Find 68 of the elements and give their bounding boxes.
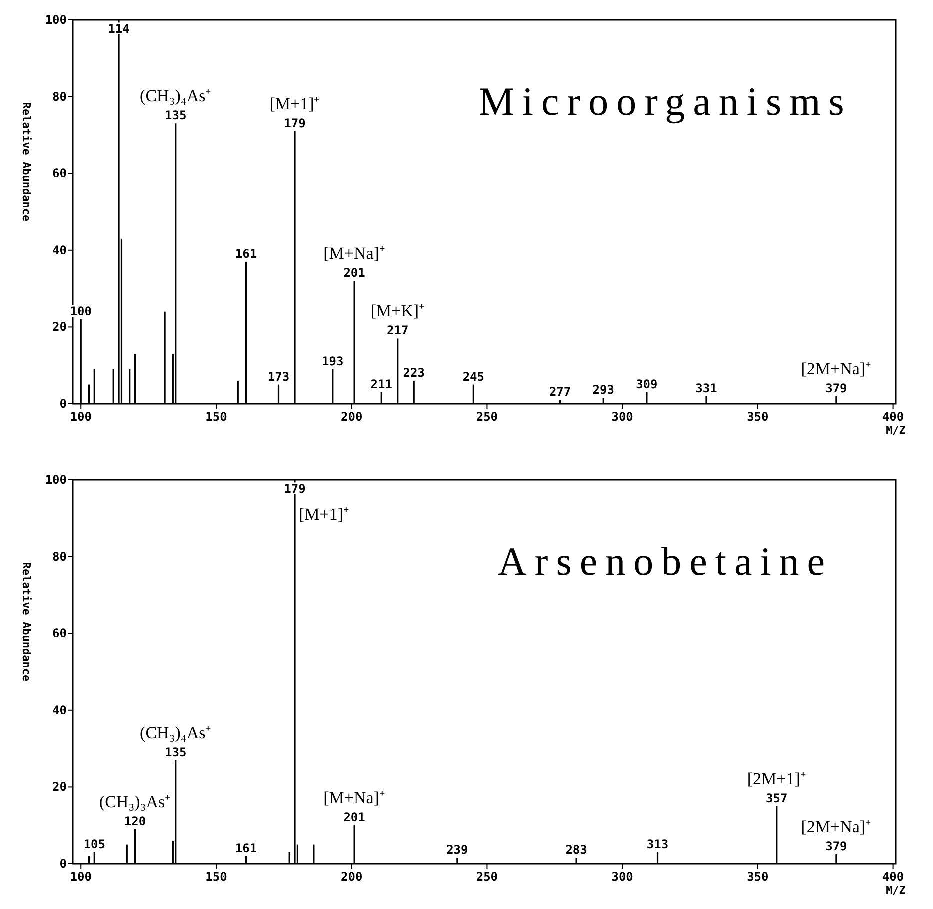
annotation: 309 [636, 377, 658, 392]
annotation: [2M+1]⁺ [747, 769, 806, 788]
annotation: 105 [84, 837, 106, 852]
annotation: [M+Na]⁺ [324, 788, 386, 808]
annotation: 135 [165, 745, 187, 760]
x-tick-label: 200 [341, 870, 363, 884]
annotation: 357 [766, 791, 788, 806]
y-tick-label: 80 [52, 550, 67, 564]
x-axis-title: M/Z [886, 424, 906, 437]
y-tick-label: 80 [52, 90, 67, 104]
annotation: 193 [322, 354, 344, 368]
x-tick-label: 100 [70, 410, 92, 424]
annotation: 331 [696, 381, 718, 396]
x-tick-label: 400 [882, 410, 904, 424]
annotation: 211 [370, 377, 392, 392]
x-tick-label: 100 [70, 870, 92, 884]
annotation: 120 [124, 814, 146, 828]
y-tick-label: 100 [45, 473, 67, 487]
x-tick-label: 250 [476, 870, 498, 884]
annotation: 135 [165, 108, 187, 123]
y-tick-label: 60 [52, 626, 67, 641]
x-tick-label: 300 [612, 410, 634, 424]
annotation: 217 [387, 324, 409, 338]
annotation: [M+1]⁺ [298, 505, 350, 524]
y-tick-label: 0 [60, 857, 67, 871]
y-tick-label: 0 [60, 397, 67, 411]
x-tick-label: 350 [747, 410, 769, 424]
annotation: 277 [549, 385, 572, 400]
annotation: 201 [344, 266, 366, 280]
annotation: 379 [826, 839, 848, 854]
annotation: 173 [268, 370, 290, 384]
y-tick-label: 40 [52, 243, 67, 258]
text: Arsenobetaine [498, 539, 834, 584]
x-tick-label: 250 [476, 410, 498, 424]
annotation: 239 [446, 843, 468, 858]
x-tick-label: 300 [612, 870, 634, 884]
annotation: [2M+Na]⁺ [801, 817, 872, 836]
annotation: 201 [344, 810, 366, 825]
y-tick-label: 60 [52, 166, 67, 181]
annotation: (CH₃)₄As⁺ [140, 723, 212, 742]
x-tick-label: 200 [341, 410, 363, 424]
x-tick-label: 400 [882, 870, 904, 884]
annotation: 379 [826, 381, 848, 396]
annotation: 313 [646, 837, 669, 852]
text: Microorganisms [478, 79, 852, 124]
annotation: 245 [462, 370, 485, 384]
annotation: 179 [284, 116, 306, 130]
annotation: 293 [592, 383, 614, 398]
annotation: 223 [403, 366, 425, 380]
annotation: [M+1]⁺ [270, 94, 320, 114]
annotation: 283 [566, 843, 588, 858]
x-tick-label: 150 [206, 410, 228, 424]
y-axis-title: Relative Abundance [20, 562, 33, 682]
y-tick-label: 40 [52, 703, 67, 718]
annotation: [M+Na]⁺ [324, 244, 386, 264]
y-tick-label: 20 [52, 780, 67, 794]
y-tick-label: 20 [52, 320, 67, 334]
annotation: 161 [235, 841, 258, 856]
x-tick-label: 150 [206, 870, 228, 884]
x-tick-label: 350 [747, 870, 769, 884]
annotation: [M+K]⁺ [370, 302, 426, 321]
annotation: 161 [235, 246, 258, 261]
x-axis-title: M/Z [886, 884, 906, 897]
annotation: [2M+Na]⁺ [801, 359, 872, 378]
annotation: (CH₃)₃As⁺ [99, 792, 172, 812]
annotation: (CH₃)₄As⁺ [140, 86, 212, 106]
y-axis-title: Relative Abundance [20, 102, 33, 222]
y-tick-label: 100 [45, 13, 67, 27]
